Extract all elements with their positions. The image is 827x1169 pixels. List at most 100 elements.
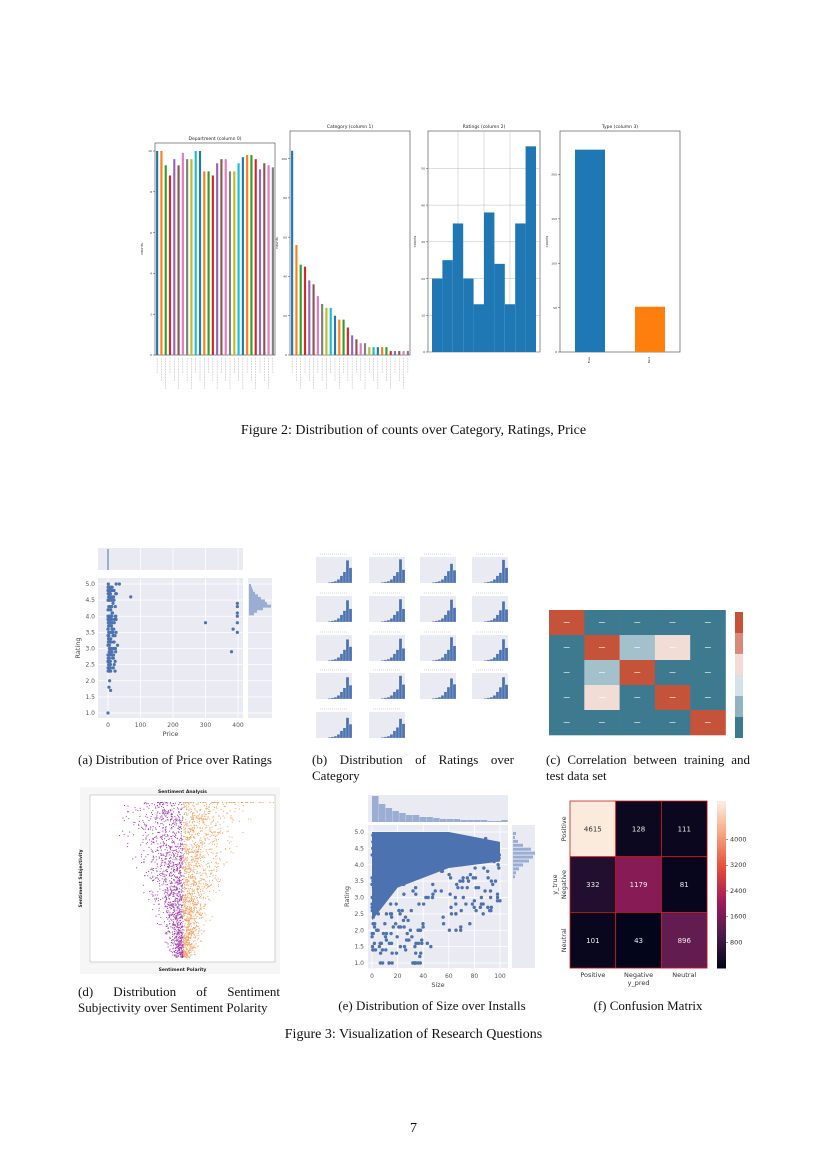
data-point: [174, 823, 176, 825]
data-point: [401, 882, 406, 887]
top-marginal-bar: [467, 820, 474, 822]
data-point: [172, 803, 174, 805]
data-point: [164, 861, 166, 863]
data-point: [377, 944, 382, 949]
data-point: [169, 893, 171, 895]
data-point: [188, 889, 190, 891]
data-point: [430, 895, 435, 900]
data-point: [168, 866, 170, 868]
data-point: [139, 815, 141, 817]
data-point: [176, 933, 178, 935]
bar: [299, 264, 302, 355]
y-tick-label: 80: [283, 196, 287, 200]
data-point: [191, 828, 193, 830]
data-point: [186, 824, 188, 826]
data-point: [191, 873, 193, 875]
data-point: [208, 848, 210, 850]
cell-label-placeholder: [563, 697, 570, 698]
data-point: [181, 852, 183, 854]
data-point: [180, 928, 182, 930]
data-point: [185, 908, 187, 910]
histogram-bar: [446, 649, 451, 662]
data-point: [180, 843, 182, 845]
data-point: [180, 953, 182, 955]
histogram-bar: [395, 649, 400, 662]
data-point: [191, 883, 193, 885]
data-point: [187, 917, 189, 919]
data-point: [197, 803, 199, 805]
data-point: [114, 592, 118, 596]
data-point: [159, 812, 161, 814]
data-point: [175, 939, 177, 941]
data-point: [172, 832, 174, 834]
histogram-bar: [348, 567, 353, 584]
data-point: [434, 843, 438, 847]
data-point: [168, 898, 170, 900]
data-point: [187, 912, 189, 914]
data-point: [380, 948, 385, 952]
data-point: [184, 848, 186, 850]
data-point: [146, 841, 148, 843]
data-point: [199, 908, 201, 910]
data-point: [176, 931, 178, 933]
y-tick-label: Positive: [560, 816, 568, 841]
data-point: [161, 815, 163, 817]
data-point: [145, 838, 147, 840]
data-point: [205, 833, 207, 835]
data-point: [188, 877, 190, 879]
data-point: [176, 943, 178, 945]
data-point: [386, 856, 391, 860]
data-point: [370, 908, 375, 913]
data-point: [184, 858, 186, 860]
data-point: [171, 827, 173, 829]
data-point: [194, 884, 196, 886]
data-point: [196, 910, 198, 912]
data-point: [178, 948, 180, 950]
histogram-bar: [380, 660, 385, 662]
histogram-bar: [327, 660, 332, 662]
data-point: [200, 817, 202, 819]
data-point: [188, 900, 190, 902]
data-point: [180, 860, 182, 862]
data-point: [179, 953, 181, 955]
data-point: [189, 833, 191, 835]
data-point: [230, 815, 232, 817]
data-point: [175, 869, 177, 871]
data-point: [447, 928, 452, 932]
data-point: [217, 880, 219, 882]
data-point: [187, 944, 189, 946]
data-point: [179, 924, 181, 926]
histogram-bar: [498, 687, 503, 700]
data-point: [183, 929, 185, 931]
data-point: [179, 911, 181, 913]
data-point: [147, 853, 149, 855]
data-point: [189, 802, 191, 804]
data-point: [143, 861, 145, 863]
data-point: [160, 845, 162, 847]
data-point: [159, 847, 161, 849]
data-point: [196, 870, 198, 872]
data-point: [181, 915, 183, 917]
right-marginal-bar: [513, 867, 519, 871]
data-point: [198, 818, 200, 820]
histogram-bar: [452, 223, 464, 352]
data-point: [189, 900, 191, 902]
bar: [376, 347, 379, 355]
bar: [228, 171, 232, 355]
data-point: [169, 914, 171, 916]
data-point: [159, 870, 161, 872]
data-point: [167, 889, 169, 891]
data-point: [166, 887, 168, 889]
colorbar-segment: [717, 820, 726, 824]
data-point: [193, 907, 195, 909]
data-point: [196, 925, 198, 927]
data-point: [205, 807, 207, 809]
data-point: [180, 888, 182, 890]
data-point: [182, 920, 184, 922]
data-point: [195, 943, 197, 945]
data-point: [180, 956, 182, 958]
data-point: [186, 851, 188, 853]
histogram-bar: [327, 621, 332, 623]
data-point: [176, 909, 178, 911]
